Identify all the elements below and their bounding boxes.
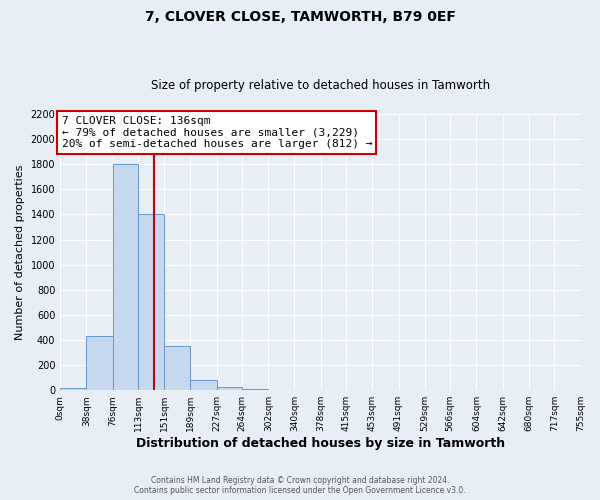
Bar <box>242 389 268 390</box>
Y-axis label: Number of detached properties: Number of detached properties <box>15 164 25 340</box>
Bar <box>113 164 138 390</box>
Text: Contains HM Land Registry data © Crown copyright and database right 2024.
Contai: Contains HM Land Registry data © Crown c… <box>134 476 466 495</box>
Title: Size of property relative to detached houses in Tamworth: Size of property relative to detached ho… <box>151 79 490 92</box>
Bar <box>138 214 164 390</box>
Bar <box>86 336 113 390</box>
Text: 7 CLOVER CLOSE: 136sqm
← 79% of detached houses are smaller (3,229)
20% of semi-: 7 CLOVER CLOSE: 136sqm ← 79% of detached… <box>62 116 372 149</box>
X-axis label: Distribution of detached houses by size in Tamworth: Distribution of detached houses by size … <box>136 437 505 450</box>
Text: 7, CLOVER CLOSE, TAMWORTH, B79 0EF: 7, CLOVER CLOSE, TAMWORTH, B79 0EF <box>145 10 455 24</box>
Bar <box>190 380 217 390</box>
Bar <box>60 388 86 390</box>
Bar <box>164 346 190 390</box>
Bar <box>217 387 242 390</box>
